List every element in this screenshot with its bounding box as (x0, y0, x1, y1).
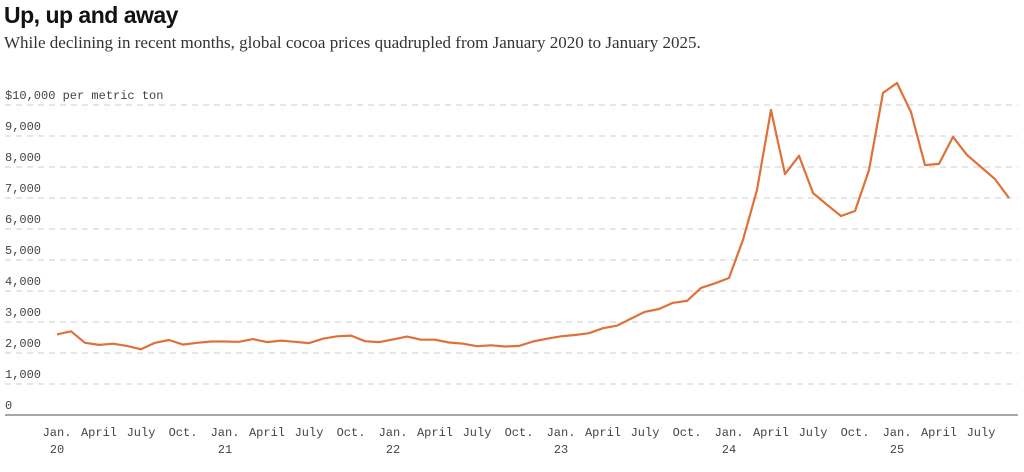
x-tick-label: April (249, 426, 285, 440)
y-tick-label: 0 (5, 399, 12, 413)
x-tick-year: 24 (722, 443, 736, 457)
x-tick-label: Jan. (547, 426, 576, 440)
x-tick-label: July (295, 426, 324, 440)
y-tick-label: 4,000 (5, 275, 41, 289)
y-tick-label: 1,000 (5, 368, 41, 382)
y-tick-label: 5,000 (5, 244, 41, 258)
x-tick-label: Oct. (337, 426, 366, 440)
chart-title: Up, up and away (4, 2, 178, 28)
x-tick-label: April (417, 426, 453, 440)
x-tick-label: April (585, 426, 621, 440)
x-tick-year: 22 (386, 443, 400, 457)
y-tick-label: 6,000 (5, 213, 41, 227)
x-tick-label: Jan. (211, 426, 240, 440)
x-tick-label: Oct. (673, 426, 702, 440)
y-tick-label: 3,000 (5, 306, 41, 320)
x-tick-label: July (967, 426, 996, 440)
x-tick-label: April (81, 426, 117, 440)
x-tick-label: Oct. (169, 426, 198, 440)
x-tick-label: Oct. (841, 426, 870, 440)
y-tick-label: 8,000 (5, 151, 41, 165)
x-tick-year: 21 (218, 443, 232, 457)
price-line (56, 81, 1010, 351)
chart-subtitle: While declining in recent months, global… (4, 33, 701, 52)
x-tick-label: Jan. (883, 426, 912, 440)
y-tick-label: $10,000 per metric ton (5, 89, 163, 103)
x-tick-label: July (799, 426, 828, 440)
x-tick-label: April (753, 426, 789, 440)
x-tick-label: Oct. (505, 426, 534, 440)
x-tick-year: 23 (554, 443, 568, 457)
x-tick-year: 20 (50, 443, 64, 457)
x-tick-label: Jan. (379, 426, 408, 440)
x-tick-label: July (127, 426, 156, 440)
x-tick-year: 25 (890, 443, 904, 457)
x-tick-label: Jan. (43, 426, 72, 440)
y-tick-label: 7,000 (5, 182, 41, 196)
x-tick-label: Jan. (715, 426, 744, 440)
y-tick-label: 2,000 (5, 337, 41, 351)
x-tick-label: July (631, 426, 660, 440)
x-tick-label: July (463, 426, 492, 440)
y-tick-label: 9,000 (5, 120, 41, 134)
x-tick-label: April (921, 426, 957, 440)
